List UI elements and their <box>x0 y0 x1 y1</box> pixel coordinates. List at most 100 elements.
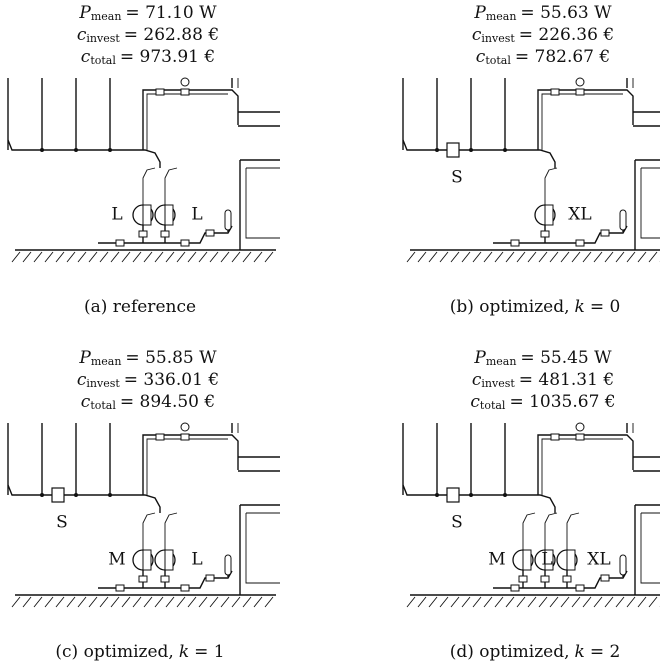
metric-subscript: mean <box>91 10 122 23</box>
pipe <box>210 252 218 262</box>
pipe <box>641 168 660 238</box>
pipe <box>100 597 108 607</box>
pipe <box>254 597 262 607</box>
pipe <box>429 252 437 262</box>
pump-label: XL <box>568 205 591 225</box>
metric-value: = 55.63 W <box>520 3 612 23</box>
pipe <box>265 597 273 607</box>
pipe <box>45 597 53 607</box>
pipe <box>440 597 448 607</box>
metric-subscript: total <box>90 399 116 412</box>
pipe <box>89 597 97 607</box>
pipe <box>517 597 525 607</box>
pipe <box>605 252 613 262</box>
metric-value: = 973.91 € <box>120 47 215 67</box>
pipe <box>111 252 119 262</box>
pipe <box>177 597 185 607</box>
pipe <box>649 252 657 262</box>
pipe <box>143 513 155 550</box>
metric-subscript: mean <box>91 355 122 368</box>
metric-value: = 226.36 € <box>519 25 614 45</box>
pipe <box>627 252 635 262</box>
pipe <box>403 485 555 513</box>
pump-label: M <box>488 550 505 570</box>
pipe <box>67 597 75 607</box>
pipe <box>649 597 657 607</box>
caption: (c) optimized,k= 1 <box>55 642 224 662</box>
metric: cinvest= 336.01 € <box>77 370 219 391</box>
pipe <box>23 252 31 262</box>
metric-symbol: c <box>77 25 87 45</box>
pump-box <box>143 205 151 225</box>
pipe <box>165 513 177 550</box>
valve <box>116 240 124 246</box>
pipe <box>407 597 415 607</box>
pipe <box>484 597 492 607</box>
pipe <box>403 140 555 168</box>
pump-label: L <box>191 550 202 570</box>
pipe <box>572 597 580 607</box>
pipe <box>506 252 514 262</box>
metric: ctotal= 782.67 € <box>476 47 610 68</box>
metric: Pmean= 55.85 W <box>78 348 217 369</box>
valve <box>139 231 147 237</box>
caption-rest: = 0 <box>590 297 620 317</box>
caption: (b) optimized,k= 0 <box>450 297 621 317</box>
pipe <box>583 597 591 607</box>
pipe <box>506 597 514 607</box>
valve <box>563 576 571 582</box>
pipe <box>56 597 64 607</box>
figure: Pmean= 71.10 Wcinvest= 262.88 €ctotal= 9… <box>0 0 660 668</box>
pipe <box>538 90 633 150</box>
pipe <box>143 90 238 150</box>
pipe <box>34 252 42 262</box>
metric-value: = 262.88 € <box>124 25 219 45</box>
metric-subscript: total <box>90 54 116 67</box>
pipe <box>243 252 251 262</box>
valve <box>576 89 584 95</box>
pipe <box>418 597 426 607</box>
pipe <box>572 252 580 262</box>
metric-symbol: c <box>472 370 482 390</box>
pipe <box>56 252 64 262</box>
pipe <box>528 252 536 262</box>
metric: cinvest= 481.31 € <box>472 370 614 391</box>
metric-value: = 782.67 € <box>515 47 610 67</box>
caption-rest: = 1 <box>194 642 224 662</box>
metric-value: = 894.50 € <box>120 392 215 412</box>
valve <box>551 434 559 440</box>
pipe <box>100 252 108 262</box>
metric-symbol: P <box>473 3 486 23</box>
metric-symbol: c <box>81 392 91 412</box>
valve <box>206 230 214 236</box>
pipe <box>407 252 415 262</box>
pipe <box>539 597 547 607</box>
metric-symbol: c <box>81 47 91 67</box>
pipe <box>429 597 437 607</box>
metric: ctotal = 973.91 € <box>81 47 215 68</box>
valve <box>551 89 559 95</box>
joint <box>40 148 44 152</box>
metric-symbol: P <box>473 348 486 368</box>
pipe <box>122 597 130 607</box>
caption: (a) reference <box>84 297 196 317</box>
pipe <box>199 252 207 262</box>
pipe <box>451 252 459 262</box>
metric-value: = 481.31 € <box>519 370 614 390</box>
valve <box>601 575 609 581</box>
pump-box <box>165 205 173 225</box>
thermometer <box>225 210 231 230</box>
pipe <box>561 252 569 262</box>
pipe <box>462 252 470 262</box>
pump-label: M <box>108 550 125 570</box>
metric-subscript: total <box>480 399 506 412</box>
joint <box>469 148 473 152</box>
pipe <box>232 597 240 607</box>
pipe <box>67 252 75 262</box>
bypass-valve <box>447 488 459 502</box>
valve <box>156 89 164 95</box>
metric-value: = 55.85 W <box>125 348 217 368</box>
valve <box>181 89 189 95</box>
pipe <box>539 252 547 262</box>
